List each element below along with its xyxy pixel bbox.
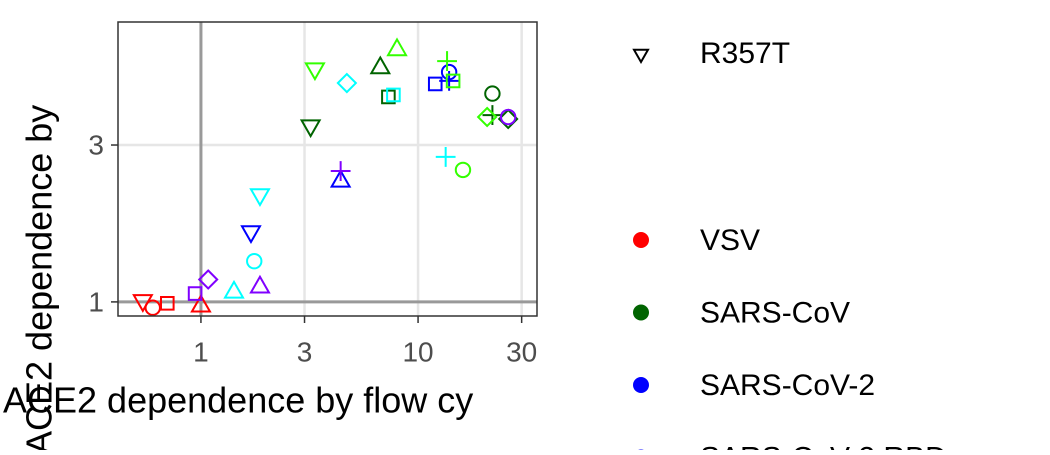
- point-square: [381, 89, 396, 105]
- point-square: [427, 76, 443, 92]
- legend-label: SARS-CoV-2 RBD: [700, 441, 947, 450]
- point-circle: [246, 252, 263, 270]
- legend-label: R357T: [700, 37, 790, 70]
- point-diamond: [336, 72, 358, 94]
- point-triangle-down: [240, 225, 262, 245]
- point-circle: [144, 299, 161, 316]
- y-tick-label: 3: [88, 129, 104, 160]
- point-square: [386, 87, 401, 103]
- panel-border: [117, 21, 538, 317]
- grid: [118, 22, 537, 316]
- legend-dot: [633, 304, 649, 321]
- point-circle: [499, 108, 517, 126]
- x-tick-label: 3: [297, 336, 313, 367]
- legend-label: SARS-CoV-2: [700, 369, 875, 402]
- legend-label: SARS-CoV: [700, 296, 850, 329]
- point-plus: [437, 51, 457, 71]
- point-triangle: [369, 55, 392, 75]
- point-square: [445, 73, 461, 89]
- point-triangle: [249, 274, 271, 294]
- point-plus: [435, 147, 456, 167]
- point-triangle-down: [632, 48, 650, 65]
- point-square: [159, 296, 175, 311]
- point-square: [187, 286, 203, 301]
- point-triangle: [329, 168, 352, 188]
- point-triangle: [386, 37, 408, 57]
- point-diamond: [197, 269, 219, 290]
- point-diamond: [497, 108, 519, 130]
- point-diamond: [476, 106, 498, 128]
- point-triangle-down: [249, 188, 271, 207]
- point-triangle: [190, 293, 212, 313]
- point-plus: [330, 161, 351, 181]
- x-tick-label: 10: [402, 336, 433, 367]
- point-circle: [454, 161, 472, 179]
- point-triangle-down: [299, 119, 322, 139]
- legend-label: VSV: [700, 224, 760, 257]
- legend-dot: [633, 377, 649, 393]
- y-axis-title: ACE2 dependence by: [19, 105, 60, 450]
- marks: [132, 37, 519, 316]
- point-triangle: [223, 279, 245, 299]
- point-circle: [484, 85, 501, 102]
- legend: R357T VSV SARS-CoV SARS-CoV-2 SARS-CoV-2 RBD: [632, 37, 947, 455]
- x-tick-label: 1: [193, 336, 209, 367]
- x-axis-title: ACE2 dependence by flow cy: [3, 380, 473, 421]
- x-tick-label: 30: [506, 336, 537, 367]
- legend-dot: [633, 232, 649, 248]
- point-triangle-down: [304, 62, 326, 82]
- y-tick-label: 1: [88, 286, 104, 317]
- plot-panel: [118, 22, 537, 316]
